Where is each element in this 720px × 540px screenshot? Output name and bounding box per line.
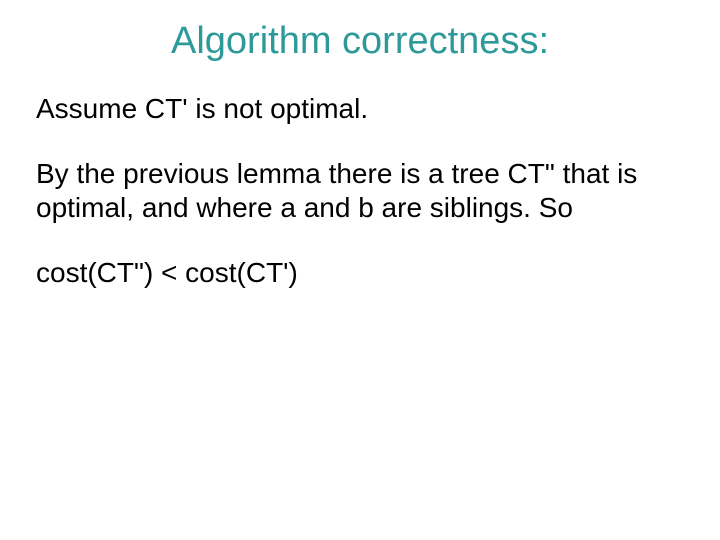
slide-title: Algorithm correctness: [36,20,684,64]
slide-container: Algorithm correctness: Assume CT' is not… [0,0,720,540]
paragraph-2: By the previous lemma there is a tree CT… [36,157,684,224]
paragraph-gap [36,125,684,157]
paragraph-1: Assume CT' is not optimal. [36,92,684,126]
paragraph-gap [36,224,684,256]
paragraph-3: cost(CT") < cost(CT') [36,256,684,290]
